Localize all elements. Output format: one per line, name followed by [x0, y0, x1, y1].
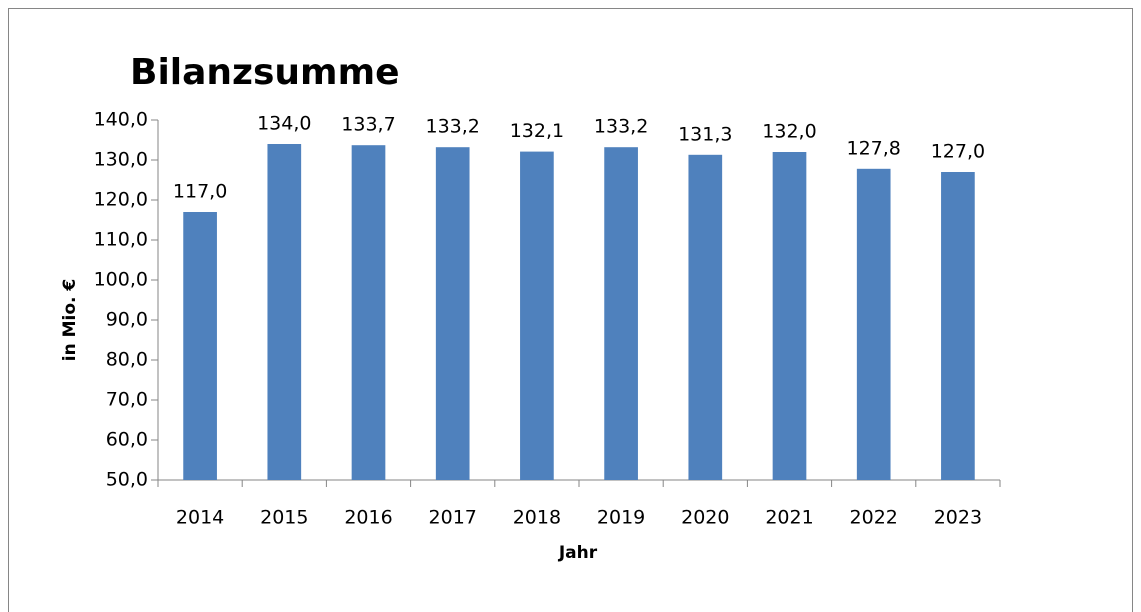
x-tick-label: 2016: [344, 507, 392, 529]
x-tick-label: 2023: [934, 507, 982, 529]
x-tick-label: 2022: [850, 507, 898, 529]
bar: [604, 147, 638, 480]
data-label: 134,0: [257, 113, 311, 135]
y-tick-label: 60,0: [106, 429, 148, 451]
data-label: 127,0: [931, 141, 985, 163]
data-label: 133,2: [425, 116, 479, 138]
x-tick-label: 2015: [260, 507, 308, 529]
bar: [351, 145, 386, 480]
y-tick-label: 80,0: [106, 349, 148, 371]
data-label: 133,7: [341, 114, 395, 136]
chart-title: Bilanzsumme: [130, 52, 400, 93]
bar: [856, 168, 891, 481]
data-label: 127,8: [846, 137, 900, 159]
y-tick-label: 100,0: [94, 269, 148, 291]
bar: [267, 144, 302, 480]
y-tick-label: 140,0: [94, 109, 148, 131]
y-tick-label: 120,0: [94, 189, 148, 211]
x-tick-label: 2019: [597, 507, 645, 529]
x-tick-label: 2014: [176, 507, 224, 529]
x-tick-label: 2020: [681, 507, 729, 529]
y-tick-label: 50,0: [106, 469, 148, 491]
data-label: 133,2: [594, 116, 648, 138]
bar: [435, 147, 470, 480]
y-tick-label: 110,0: [94, 229, 148, 251]
bar: [183, 212, 217, 480]
data-label: 131,3: [678, 123, 732, 145]
x-tick-label: 2017: [429, 507, 477, 529]
data-label: 132,0: [762, 121, 816, 143]
y-axis-label: in Mio. €: [60, 279, 80, 361]
bar: [688, 154, 723, 481]
bar: [941, 172, 975, 480]
y-tick-label: 130,0: [94, 149, 148, 171]
x-tick-label: 2018: [513, 507, 561, 529]
x-axis-label: Jahr: [558, 543, 598, 563]
data-label: 132,1: [510, 120, 564, 142]
y-tick-label: 90,0: [106, 309, 148, 331]
data-label: 117,0: [173, 181, 227, 203]
x-tick-label: 2021: [765, 507, 813, 529]
bar: [772, 152, 807, 480]
bar: [520, 151, 554, 480]
y-tick-label: 70,0: [106, 389, 148, 411]
